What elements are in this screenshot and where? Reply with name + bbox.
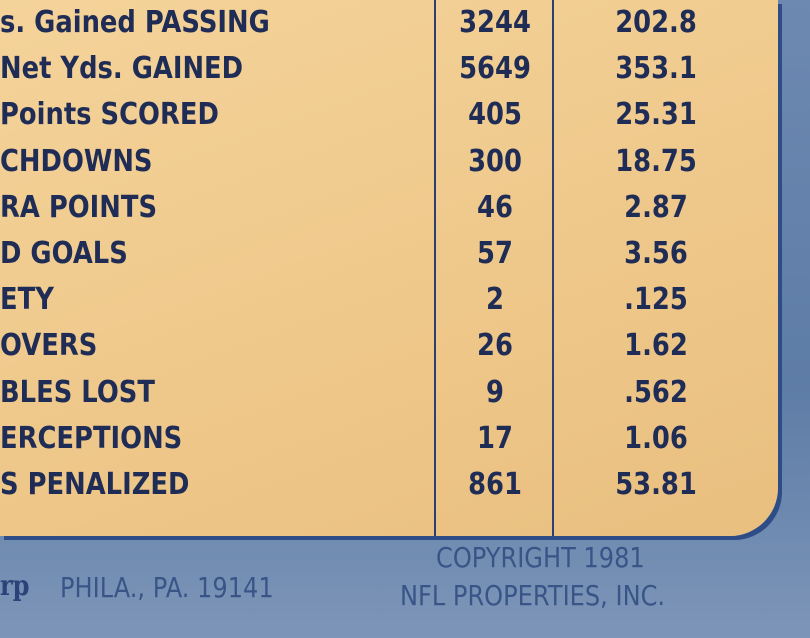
stat-per-game: .125 [624,282,688,318]
stat-total: 9 [486,374,504,410]
stat-label: S PENALIZED [0,467,190,502]
stat-total: 46 [477,189,513,225]
stat-label: Points SCORED [0,97,219,133]
stat-label: ERCEPTIONS [0,420,183,456]
logo-fragment: rp [0,569,30,602]
stat-label: RA POINTS [0,189,158,225]
stat-total: 861 [468,467,522,502]
stat-per-game: 18.75 [615,143,697,179]
stat-total: 405 [468,97,522,133]
copyright: NFL PROPERTIES, INC. [400,579,666,612]
stat-label: D GOALS [0,236,128,271]
stat-total: 17 [477,420,513,456]
stat-label: BLES LOST [0,374,155,410]
stat-per-game: 353.1 [615,51,697,87]
stat-label: OVERS [0,328,98,364]
stat-per-game: 2.87 [624,189,688,225]
stat-per-game: 3.56 [624,236,688,271]
stats-panel: s. Gained PASSING 3244 202.8 Net Yds. GAINE… [0,0,778,536]
column-divider [552,0,554,536]
stat-total: 2 [486,282,504,318]
column-divider [434,0,436,536]
stat-label: ETY [0,282,54,318]
stat-per-game: 25.31 [615,97,697,133]
stat-total: 5649 [459,51,531,87]
copyright: COPYRIGHT 1981 [436,541,645,574]
stat-label: Net Yds. GAINED [0,51,244,87]
stat-per-game: 53.81 [615,467,697,502]
stat-per-game: 1.06 [624,420,688,456]
stat-per-game: 202.8 [615,5,697,40]
stat-per-game: .562 [624,374,688,410]
stat-total: 57 [477,236,513,271]
stat-label: s. Gained PASSING [0,5,270,40]
stat-total: 26 [477,328,513,364]
stat-per-game: 1.62 [624,328,688,364]
address: PHILA., PA. 19141 [60,571,274,604]
stat-total: 3244 [459,5,531,40]
stat-total: 300 [468,143,522,179]
stat-label: CHDOWNS [0,143,153,179]
